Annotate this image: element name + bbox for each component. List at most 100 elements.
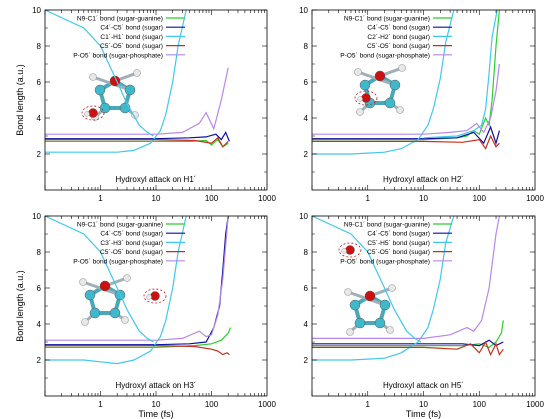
y-axis-label: Bond length (a.u.) xyxy=(15,270,25,342)
x-tick-label: 10 xyxy=(419,400,428,409)
hydrogen-atom xyxy=(123,274,131,282)
legend-label: C4´-C5´ bond (sugar) xyxy=(100,231,163,238)
hydrogen-atom xyxy=(79,278,87,286)
attack-ring xyxy=(81,105,105,121)
y-tick-label: 10 xyxy=(299,6,308,15)
series-group xyxy=(312,216,504,361)
legend-label: N9-C1´ bond (sugar-guanine) xyxy=(77,222,163,229)
carbon-atom xyxy=(354,317,366,329)
x-tick-label: 1000 xyxy=(526,194,544,203)
y-tick-label: 2 xyxy=(37,150,42,159)
legend-label: C1´-H1´ bond (sugar) xyxy=(100,34,163,41)
hydrogen-atom xyxy=(354,68,362,76)
x-tick-label: 1 xyxy=(98,194,103,203)
hydrogen-atom xyxy=(398,64,406,72)
carbon-atom xyxy=(109,307,121,319)
annotation-text: Hydroxyl attack on H5´ xyxy=(383,381,464,390)
legend-label: N9-C1´ bond (sugar-guanine) xyxy=(344,222,430,229)
hydrogen-atom xyxy=(346,328,354,336)
carbon-atom xyxy=(84,289,96,301)
y-tick-label: 8 xyxy=(37,248,42,257)
x-tick-label: 100 xyxy=(205,194,219,203)
annotation-text: Hydroxyl attack on H3´ xyxy=(116,381,197,390)
y-tick-label: 8 xyxy=(304,42,309,51)
series-line-3 xyxy=(45,10,187,153)
hydroxyl-oxygen xyxy=(361,93,371,103)
x-axis-label: Time (fs) xyxy=(406,409,441,419)
legend-label: P-O5´ bond (sugar-phosphate) xyxy=(73,52,163,59)
series-group xyxy=(45,216,232,365)
hydrogen-atom xyxy=(89,73,97,81)
hydrogen-atom xyxy=(121,316,129,324)
legend-label: C5´-O5´ bond (sugar) xyxy=(100,43,163,50)
hydrogen-atom xyxy=(388,284,396,292)
carbon-atom xyxy=(349,299,361,311)
legend-label: P-O5´ bond (sugar-phosphate) xyxy=(340,52,430,59)
hydroxyl-hydrogen xyxy=(357,96,363,102)
x-tick-label: 10 xyxy=(419,194,428,203)
attack-ring xyxy=(338,242,362,258)
legend-label: C5´-H5´ bond (sugar) xyxy=(367,240,430,247)
chart-panel-1: 1 10 100 1000 2 4 6 8 10 Bond length (a.u.) Hydrox… xyxy=(15,6,276,203)
y-tick-label: 10 xyxy=(299,212,308,221)
carbon-atom xyxy=(99,102,111,114)
x-tick-label: 1000 xyxy=(258,194,276,203)
hydroxyl-oxygen xyxy=(150,291,160,301)
hydroxyl-hydrogen xyxy=(84,111,90,117)
attack-ring xyxy=(354,90,378,106)
series-line-6 xyxy=(45,216,154,343)
legend-label: C5´-O5´ bond (sugar) xyxy=(367,43,430,50)
series-line-5 xyxy=(312,63,500,135)
y-tick-label: 6 xyxy=(37,78,42,87)
series-line-6 xyxy=(423,10,498,139)
attack-ring xyxy=(143,288,167,304)
hydroxyl-hydrogen xyxy=(146,294,152,300)
carbon-atom xyxy=(89,307,101,319)
series-line-4 xyxy=(45,136,229,148)
carbon-atom xyxy=(359,79,371,91)
hydrogen-atom xyxy=(386,326,394,334)
legend-label: P-O5´ bond (sugar-phosphate) xyxy=(73,258,163,265)
y-tick-label: 8 xyxy=(37,42,42,51)
hydrogen-atom xyxy=(344,288,352,296)
legend-label: C2´-H2´ bond (sugar) xyxy=(367,34,430,41)
x-tick-label: 100 xyxy=(205,400,219,409)
hydroxyl-oxygen xyxy=(345,245,355,255)
y-tick-label: 10 xyxy=(32,6,41,15)
series-line-6 xyxy=(45,10,154,137)
y-tick-label: 10 xyxy=(32,212,41,221)
y-tick-label: 6 xyxy=(37,284,42,293)
series-line-4 xyxy=(312,134,500,150)
y-tick-label: 4 xyxy=(37,320,42,329)
series-group xyxy=(45,10,230,153)
legend-label: N9-C1´ bond (sugar-guanine) xyxy=(77,16,163,23)
series-line-2 xyxy=(45,131,230,142)
legend-label: C3´-H3´ bond (sugar) xyxy=(100,240,163,247)
series-line-6 xyxy=(312,216,422,343)
oxygen-atom xyxy=(99,280,111,292)
series-line-4 xyxy=(312,340,504,357)
carbon-atom xyxy=(119,102,131,114)
series-line-1 xyxy=(45,327,232,348)
y-tick-label: 4 xyxy=(37,114,42,123)
series-line-3 xyxy=(45,216,187,365)
x-axis-label: Time (fs) xyxy=(138,409,173,419)
carbon-atom xyxy=(94,84,106,96)
hydrogen-atom xyxy=(81,318,89,326)
y-axis-label: Bond length (a.u.) xyxy=(15,64,25,136)
y-tick-label: 6 xyxy=(304,284,309,293)
y-tick-label: 2 xyxy=(304,150,309,159)
hydrogen-atom xyxy=(356,108,364,116)
x-tick-label: 10 xyxy=(152,194,161,203)
carbon-atom xyxy=(124,84,136,96)
x-tick-label: 1 xyxy=(366,194,371,203)
y-tick-label: 2 xyxy=(37,356,42,365)
chart-panel-3: 1 10 100 1000 2 4 6 8 10 Bond length (a.u.) Time (… xyxy=(15,212,276,419)
y-tick-label: 2 xyxy=(304,356,309,365)
x-tick-label: 10 xyxy=(152,400,161,409)
y-tick-label: 8 xyxy=(304,248,309,257)
legend-label: C5´-O5´ bond (sugar) xyxy=(100,249,163,256)
series-line-2 xyxy=(312,339,504,347)
chart-panel-2: 1 10 100 1000 2 4 6 8 10 Hydroxyl attack on H2´ N9… xyxy=(299,6,544,203)
